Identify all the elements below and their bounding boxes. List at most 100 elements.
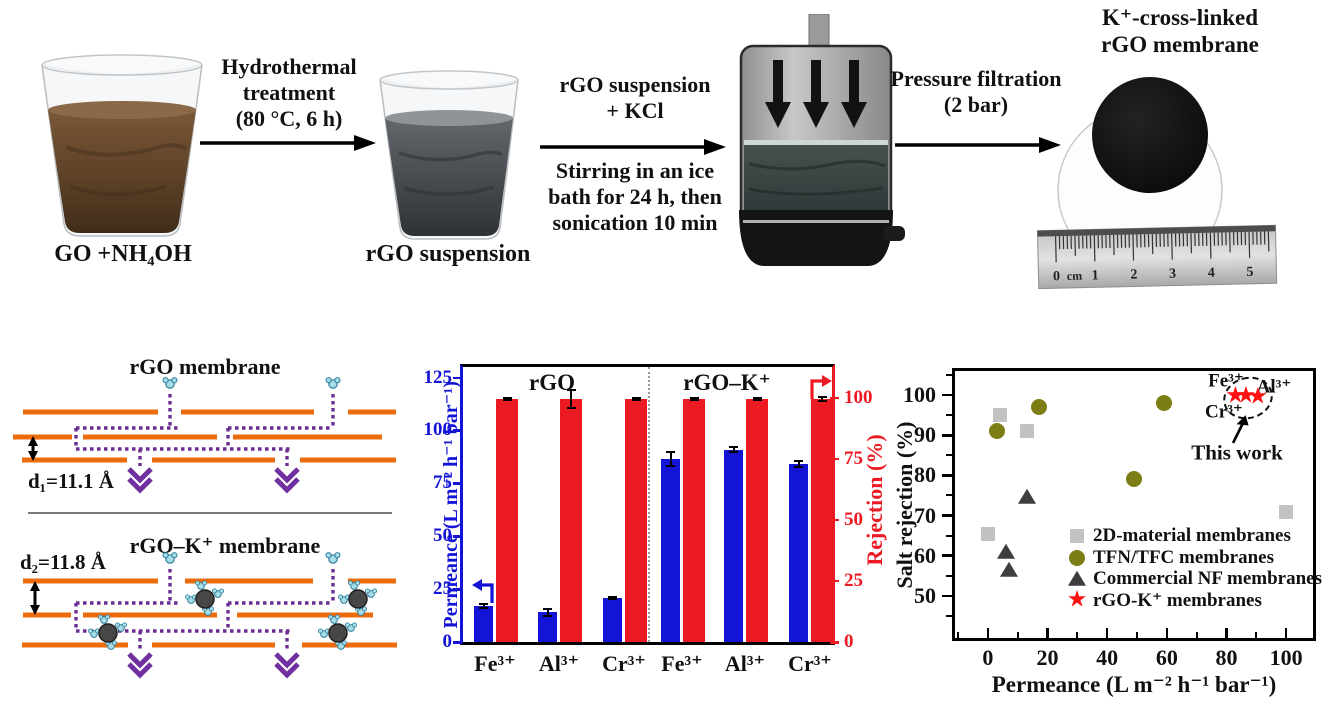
error-bar-cap: [817, 400, 827, 403]
y-tick-mark: [942, 474, 952, 477]
beaker-go-photo: [41, 54, 203, 237]
rgo-membrane-disk: [1092, 77, 1208, 193]
step1-text: Hydrothermal treatment (80 °C, 6 h): [194, 54, 384, 132]
ruler-num-1: 1: [1092, 268, 1099, 283]
error-bar: [669, 451, 672, 467]
error-bar-cap: [794, 466, 803, 469]
error-bar: [797, 461, 800, 468]
permeance-bar: [603, 597, 622, 642]
y-minor-tick: [946, 414, 952, 417]
beaker1-label: GO +NH₄OH: [33, 240, 213, 268]
rejection-bar: [625, 398, 647, 642]
rejection-bar: [811, 399, 833, 642]
liquid-surface: [744, 140, 888, 146]
error-bar-cap: [502, 396, 512, 399]
membrane-schematic: rGO membrane d₁=11.1 Å rGO–K⁺ membrane: [13, 354, 397, 710]
legend-label-nf: Commercial NF membranes: [1093, 568, 1322, 589]
y-tick-mark: [942, 514, 952, 517]
scatter-point-square: [992, 408, 1007, 423]
permeance-bar: [724, 449, 743, 642]
step2b-line3: sonication 10 min: [552, 209, 718, 235]
step2-bottom-text: Stirring in an ice bath for 24 h, then s…: [523, 158, 747, 236]
exit-arrow: [276, 469, 298, 490]
ruler-num-4: 4: [1208, 266, 1215, 281]
x-tick-label: 40: [1096, 645, 1119, 670]
legend-marker-circle: [1069, 550, 1085, 566]
left-tick-label: 0: [442, 631, 453, 652]
anno-al: Al³⁺: [1256, 376, 1292, 398]
legend-marker-triangle: [1068, 570, 1086, 586]
scatter-point-circle: [1030, 399, 1047, 416]
error-bar-cap: [729, 450, 738, 453]
y-minor-tick: [946, 534, 952, 537]
permeance-bar: [538, 612, 557, 642]
membrane-title-line1: K⁺-cross-linked: [1101, 5, 1259, 30]
x-tick-mark: [1165, 628, 1169, 638]
water-path-rgo: [74, 394, 335, 466]
x-tick-mark: [1105, 628, 1109, 638]
legend-item-2d: 2D-material membranes: [955, 524, 1313, 548]
pressure-arrows: [765, 60, 867, 128]
error-bar-cap: [631, 398, 641, 401]
error-bar: [546, 609, 549, 616]
right-tick-mark: [830, 518, 839, 522]
left-tick-label: 100: [423, 419, 453, 441]
group-rgo-text: rGO: [529, 370, 575, 395]
step2-top-text: rGO suspension + KCl: [540, 72, 730, 124]
x-tick-mark: [1225, 628, 1228, 638]
anno-fe: Fe³⁺: [1208, 370, 1244, 392]
ruler-numbers: 0 cm 1 2 3 4 5: [1053, 265, 1254, 285]
right-tick-mark: [830, 641, 839, 644]
ruler-edge: [1037, 225, 1276, 237]
y-tick-mark: [942, 433, 952, 437]
permeance-bar: [661, 459, 680, 642]
left-tick-label: 75: [433, 472, 452, 494]
error-bar-cap: [729, 446, 738, 449]
right-tick-mark: [830, 396, 839, 400]
scatter-point-circle: [988, 423, 1005, 440]
ruler-unit: cm: [1067, 269, 1083, 283]
step2-line2: + KCl: [606, 97, 664, 123]
error-bar-cap: [666, 465, 675, 468]
error-bar-cap: [689, 398, 699, 401]
rejection-bar: [560, 399, 582, 642]
step1-line3: (80 °C, 6 h): [235, 105, 343, 131]
right-tick-mark: [830, 457, 839, 461]
x-minor-tick: [1076, 632, 1079, 638]
x-minor-tick: [1255, 632, 1258, 638]
group-divider: [648, 367, 650, 642]
left-tick-label: 50: [433, 525, 452, 547]
category-label: Cr³⁺: [788, 651, 832, 676]
x-tick-label: 100: [1269, 645, 1303, 670]
scatter-point-circle: [1155, 395, 1172, 412]
ruler-ticks: [1054, 231, 1270, 263]
legend-label-2d: 2D-material membranes: [1093, 525, 1291, 546]
anno-cr: Cr³⁺: [1205, 401, 1243, 423]
y-tick-label: 70: [914, 502, 936, 528]
error-bar-cap: [543, 608, 552, 611]
legend-label-tfn: TFN/TFC membranes: [1093, 547, 1275, 568]
rejection-bar: [683, 398, 705, 642]
go-liquid-surface: [48, 101, 196, 119]
scatter-point-triangle: [1017, 489, 1036, 505]
right-tick-label: 75: [844, 447, 863, 469]
y-minor-tick: [946, 494, 952, 497]
legend-item-rgo-k: ★ rGO-K⁺ membranes: [955, 588, 1313, 613]
y-tick-mark: [942, 554, 952, 557]
rgo-liquid: [385, 118, 513, 236]
right-axis-pointer-icon: [810, 375, 832, 399]
permeance-x-axis-text: Permeance (L m⁻² h⁻¹ bar⁻¹): [991, 672, 1277, 697]
error-bar-cap: [794, 460, 803, 463]
left-tick-mark: [453, 429, 462, 433]
x-minor-tick: [956, 632, 959, 638]
y-minor-tick: [946, 454, 952, 457]
category-label: Al³⁺: [538, 651, 580, 676]
error-bar-cap: [666, 450, 675, 453]
y-tick-label: 100: [903, 382, 936, 408]
error-bar-cap: [752, 396, 762, 399]
scatter-point-star: ★: [1247, 383, 1269, 410]
exit-arrow: [129, 469, 151, 490]
error-bar: [506, 397, 508, 400]
x-tick-label: 60: [1155, 645, 1178, 670]
category-label: Al³⁺: [724, 651, 766, 676]
